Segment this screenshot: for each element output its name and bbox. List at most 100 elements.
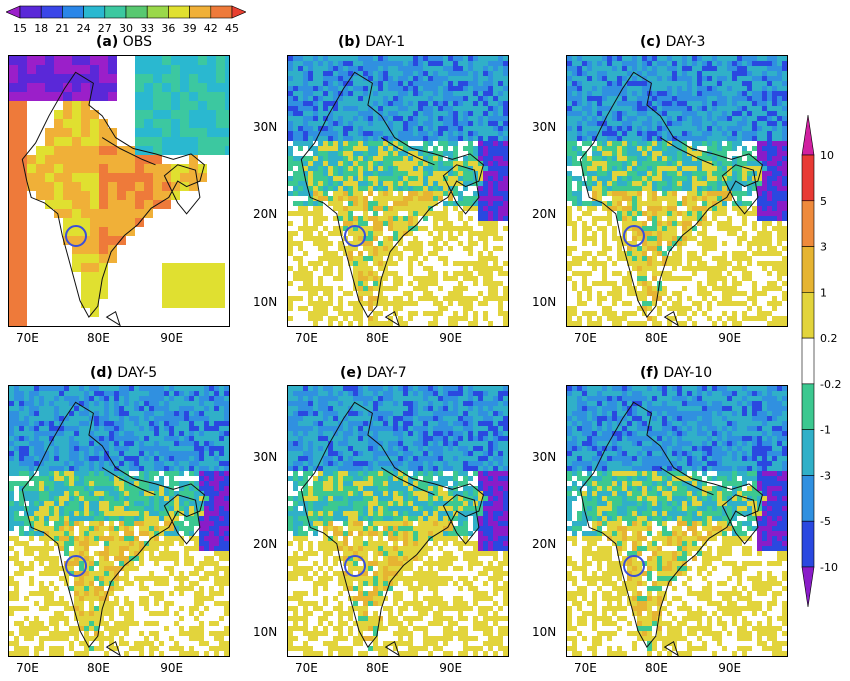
data-cell xyxy=(662,211,667,216)
data-cell xyxy=(318,76,323,81)
data-cell xyxy=(358,106,363,111)
data-cell xyxy=(303,56,308,61)
data-cell xyxy=(488,91,493,96)
data-cell xyxy=(333,71,338,76)
data-cell xyxy=(433,146,438,151)
data-cell xyxy=(388,246,393,251)
data-cell xyxy=(772,241,777,246)
data-cell xyxy=(597,106,602,111)
colorbar-swatch xyxy=(801,200,815,247)
data-cell xyxy=(368,136,373,141)
data-cell xyxy=(493,186,498,191)
data-cell xyxy=(742,56,747,61)
data-cell xyxy=(433,186,438,191)
data-cell xyxy=(313,271,318,276)
data-cell xyxy=(27,155,36,164)
data-cell xyxy=(617,266,622,271)
data-cell xyxy=(577,236,582,241)
data-cell xyxy=(787,221,788,226)
data-cell xyxy=(687,171,692,176)
data-cell xyxy=(378,206,383,211)
data-cell xyxy=(503,56,508,61)
data-cell xyxy=(463,151,468,156)
data-cell xyxy=(647,206,652,211)
data-cell xyxy=(762,111,767,116)
data-cell xyxy=(198,290,207,299)
data-cell xyxy=(747,161,752,166)
data-cell xyxy=(378,86,383,91)
data-cell xyxy=(393,186,398,191)
data-cell xyxy=(617,221,622,226)
data-cell xyxy=(353,296,358,301)
data-cell xyxy=(333,196,338,201)
data-cell xyxy=(458,86,463,91)
data-cell xyxy=(488,256,493,261)
colorbar-swatch xyxy=(801,337,815,385)
data-cell xyxy=(63,92,72,101)
data-cell xyxy=(692,236,697,241)
data-cell xyxy=(473,101,478,106)
data-cell xyxy=(378,301,383,306)
data-cell xyxy=(692,166,697,171)
data-cell xyxy=(752,186,757,191)
data-cell xyxy=(478,261,483,266)
data-cell xyxy=(438,151,443,156)
data-cell xyxy=(378,226,383,231)
data-cell xyxy=(81,263,90,272)
data-cell xyxy=(717,91,722,96)
data-cell xyxy=(488,251,493,256)
data-cell xyxy=(358,266,363,271)
data-cell xyxy=(468,296,473,301)
data-cell xyxy=(478,186,483,191)
data-cell xyxy=(323,306,328,311)
data-cell xyxy=(592,241,597,246)
data-cell xyxy=(383,266,388,271)
data-cell xyxy=(363,326,368,327)
data-cell xyxy=(473,166,478,171)
data-cell xyxy=(767,231,772,236)
data-cell xyxy=(498,231,503,236)
data-cell xyxy=(572,86,577,91)
data-cell xyxy=(463,251,468,256)
data-cell xyxy=(767,136,772,141)
data-cell xyxy=(438,91,443,96)
data-cell xyxy=(622,56,627,61)
data-cell xyxy=(398,326,403,327)
data-cell xyxy=(418,251,423,256)
data-cell xyxy=(607,171,612,176)
data-cell xyxy=(388,271,393,276)
data-cell xyxy=(323,191,328,196)
data-cell xyxy=(782,161,787,166)
data-cell xyxy=(423,56,428,61)
data-cell xyxy=(313,286,318,291)
data-cell xyxy=(54,209,63,218)
data-cell xyxy=(373,236,378,241)
data-cell xyxy=(772,196,777,201)
data-cell xyxy=(388,186,393,191)
data-cell xyxy=(483,236,488,241)
data-cell xyxy=(582,56,587,61)
data-cell xyxy=(747,96,752,101)
data-cell xyxy=(403,101,408,106)
data-cell xyxy=(707,111,712,116)
data-cell xyxy=(677,81,682,86)
data-cell xyxy=(90,92,99,101)
data-cell xyxy=(717,101,722,106)
data-cell xyxy=(742,181,747,186)
data-cell xyxy=(413,146,418,151)
data-cell xyxy=(328,281,333,286)
data-cell xyxy=(393,206,398,211)
data-cell xyxy=(637,101,642,106)
data-cell xyxy=(303,251,308,256)
data-cell xyxy=(508,301,509,306)
data-cell xyxy=(318,206,323,211)
data-cell xyxy=(493,166,498,171)
data-cell xyxy=(313,71,318,76)
data-cell xyxy=(308,126,313,131)
data-cell xyxy=(707,176,712,181)
data-cell xyxy=(592,71,597,76)
data-cell xyxy=(36,65,45,74)
data-cell xyxy=(433,296,438,301)
data-cell xyxy=(288,281,293,286)
data-cell xyxy=(378,66,383,71)
